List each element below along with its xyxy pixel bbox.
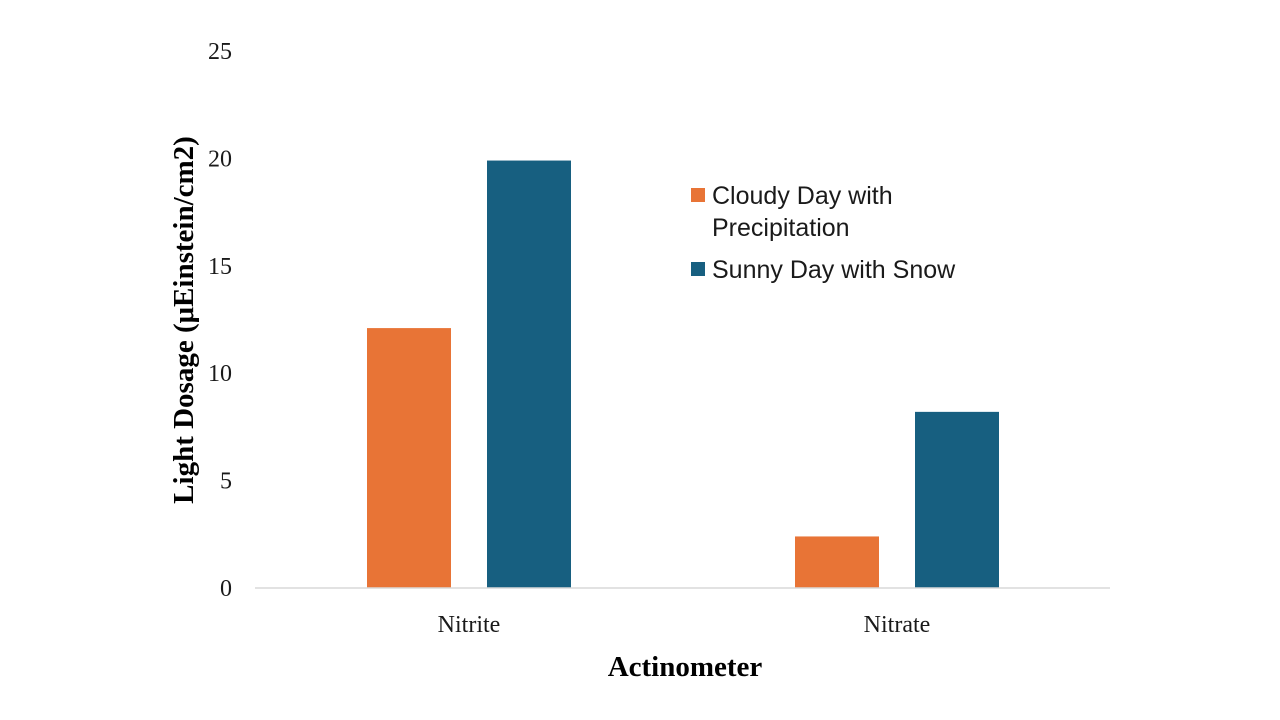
y-axis-title: Light Dosage (μEinstein/cm2) (168, 136, 200, 504)
bar-sunny-nitrite (487, 160, 571, 588)
bars-group (367, 160, 999, 588)
x-axis-tick-labels: Nitrite Nitrate (438, 612, 931, 638)
y-tick-label: 15 (208, 254, 232, 280)
y-axis-tick-labels: 0 5 10 15 20 25 (208, 39, 232, 602)
y-tick-label: 5 (220, 469, 232, 495)
y-tick-label: 0 (220, 576, 232, 602)
legend-label-cloudy: Precipitation (712, 214, 850, 242)
legend: Cloudy Day with Precipitation Sunny Day wi… (691, 182, 956, 284)
x-tick-label-nitrite: Nitrite (438, 612, 501, 638)
bar-cloudy-nitrite (367, 328, 451, 588)
x-axis-title: Actinometer (608, 651, 763, 683)
legend-label-cloudy: Cloudy Day with (712, 182, 893, 210)
y-tick-label: 25 (208, 39, 232, 65)
x-tick-label-nitrate: Nitrate (864, 612, 931, 638)
legend-swatch-sunny (691, 262, 705, 276)
y-tick-label: 10 (208, 361, 232, 387)
bar-cloudy-nitrate (795, 536, 879, 588)
bar-sunny-nitrate (915, 411, 999, 588)
legend-label-sunny: Sunny Day with Snow (712, 256, 956, 284)
y-tick-label: 20 (208, 146, 232, 172)
legend-swatch-cloudy (691, 188, 705, 202)
